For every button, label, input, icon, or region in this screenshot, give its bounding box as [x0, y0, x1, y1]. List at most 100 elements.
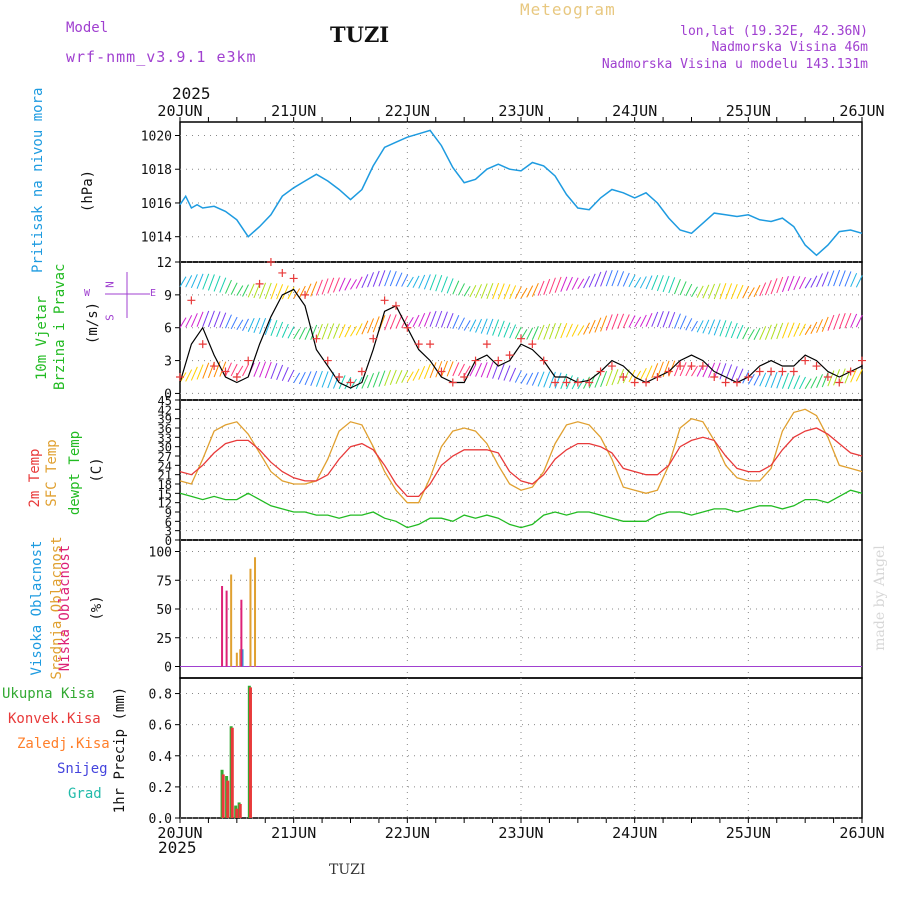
wind-barb — [429, 274, 437, 291]
wind-barb — [418, 312, 426, 327]
panel-frame — [179, 261, 863, 401]
y-tick-label: 0.2 — [149, 781, 172, 796]
wind-barb — [179, 317, 187, 328]
gust-mark — [460, 373, 469, 381]
y-tick-label: 1020 — [141, 129, 172, 144]
wind-barb — [185, 369, 193, 382]
y-tick-label: 21 — [158, 469, 172, 483]
wind-barb — [764, 324, 772, 340]
y-tick-label: 3 — [165, 525, 172, 539]
wind-barb — [332, 323, 340, 339]
wind-barb — [287, 326, 295, 339]
wind-barb — [253, 361, 261, 377]
wind-barb — [736, 324, 744, 339]
wind-barb — [600, 270, 608, 287]
wind-barb — [526, 372, 534, 385]
gust-mark — [846, 367, 855, 376]
gust-mark — [198, 340, 207, 349]
wind-barb — [810, 275, 818, 288]
wind-barb — [281, 367, 289, 381]
wind-barb — [418, 274, 426, 289]
gust-mark — [426, 340, 435, 349]
wind-barb — [821, 316, 829, 332]
y-tick-label: 0.4 — [149, 750, 173, 765]
gust-mark — [744, 373, 753, 381]
wind-barb — [753, 284, 761, 298]
elevation: Nadmorska Visina 46m — [711, 40, 868, 55]
wind-barb — [361, 320, 369, 335]
wind-barb — [236, 319, 244, 331]
wind-barb — [810, 376, 818, 389]
wind-barb — [543, 278, 551, 295]
wind-barb — [486, 282, 494, 300]
wind-barb — [463, 285, 471, 297]
wind-barb — [304, 371, 312, 386]
gust-mark — [346, 378, 355, 387]
wind-barb — [440, 311, 448, 328]
gust-mark — [721, 378, 730, 387]
gust-mark — [471, 356, 480, 365]
wind-barb — [202, 273, 210, 290]
day-label-top: 23JUN — [498, 102, 543, 120]
wind-barb — [611, 313, 619, 330]
wind-barb — [679, 362, 687, 377]
day-label-top: 24JUN — [612, 102, 657, 120]
wind-barb — [480, 362, 488, 378]
wind-barb — [350, 279, 357, 290]
wind-barb — [537, 280, 545, 296]
wind-barb — [338, 277, 346, 292]
gust-mark — [448, 378, 457, 387]
day-label-top: 22JUN — [385, 102, 430, 120]
wind-barb — [367, 372, 375, 389]
wind-barb — [645, 365, 653, 380]
gust-mark — [812, 362, 821, 371]
wind-barb — [645, 275, 653, 290]
wind-barb — [486, 361, 494, 379]
y-tick-label: 6 — [164, 322, 172, 337]
wind-barb — [827, 314, 835, 331]
gust-mark — [255, 279, 264, 288]
wind-barb — [673, 278, 681, 295]
wind-barb — [816, 374, 823, 388]
wind-barb — [276, 364, 284, 380]
wind-barb — [361, 374, 369, 389]
wind-barb — [452, 280, 460, 295]
wind-barb — [799, 376, 806, 390]
wind-barb — [793, 276, 801, 291]
y-tick-label: 25 — [156, 632, 172, 647]
y-tick-label: 50 — [156, 603, 172, 618]
wind-barb — [713, 283, 721, 300]
wind-barb — [833, 313, 841, 330]
panel-frame — [179, 399, 863, 541]
wind-barb — [702, 284, 710, 299]
wind-barb — [571, 376, 579, 390]
wind-barb — [406, 276, 414, 288]
wind-barb — [219, 361, 227, 377]
wind-barb — [531, 326, 539, 340]
gust-mark — [187, 296, 196, 305]
gust-mark — [414, 340, 423, 349]
wind-barb — [730, 366, 738, 382]
gust-mark — [585, 378, 594, 387]
wind-barb — [372, 316, 380, 333]
gust-mark — [289, 274, 298, 283]
gust-mark — [221, 367, 230, 376]
wind-barb — [611, 270, 619, 287]
wind-barb — [344, 325, 352, 338]
wind-barb — [804, 324, 812, 336]
wind-barb — [259, 361, 267, 378]
wind-barb — [855, 314, 863, 328]
wind-barb — [753, 327, 761, 340]
wind-barb — [321, 371, 329, 388]
wind-barb — [298, 371, 306, 385]
wind-barb — [708, 319, 716, 335]
wind-barb — [696, 364, 704, 377]
y-tick-label: 1016 — [141, 197, 172, 212]
wind-barb — [600, 315, 608, 332]
wind-barb — [207, 361, 215, 378]
wind-barb — [520, 287, 528, 299]
wind-barb — [747, 329, 755, 340]
wind-barb — [298, 327, 306, 340]
wind-barb — [759, 372, 767, 387]
